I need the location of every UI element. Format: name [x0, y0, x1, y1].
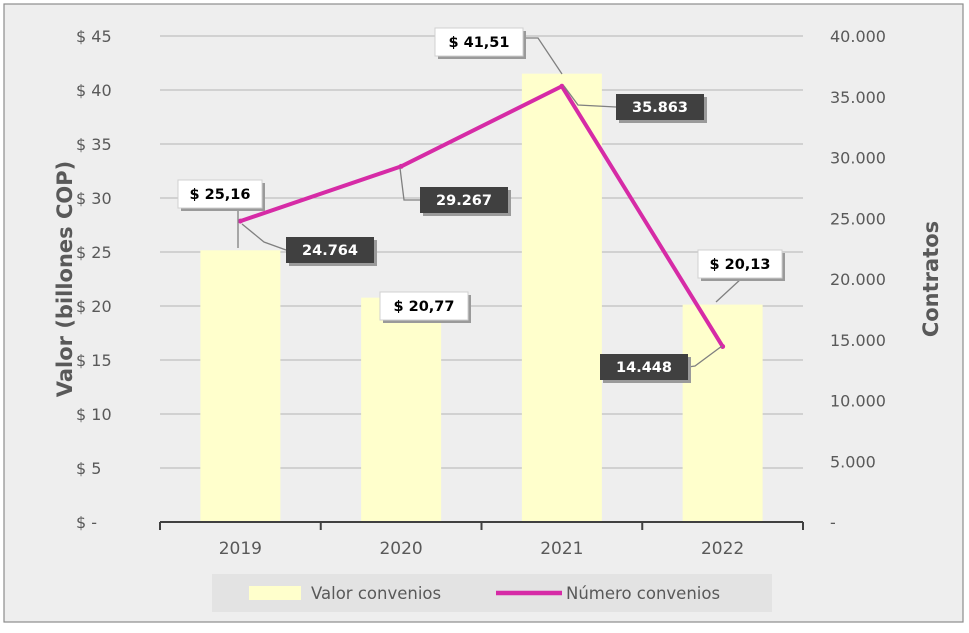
- x-tick-label: 2019: [219, 539, 262, 559]
- line-number-convenios: [238, 84, 725, 349]
- y-left-tick-label: $ 30: [76, 189, 112, 208]
- y-right-tick-label: 30.000: [830, 149, 886, 168]
- chart-background: [3, 3, 964, 623]
- bar-data-label: $ 20,77: [393, 299, 454, 315]
- x-tick-label: 2021: [540, 539, 583, 559]
- y-right-tick-label: 25.000: [830, 209, 886, 228]
- y-right-axis-title: Contratos: [919, 221, 943, 337]
- legend-label: Valor convenios: [311, 584, 441, 603]
- x-tick-label: 2020: [379, 539, 422, 559]
- y-left-tick-label: $ 5: [76, 459, 101, 478]
- legend-swatch-valor-convenios: [249, 586, 301, 600]
- y-right-tick-label: 10.000: [830, 392, 886, 411]
- y-left-tick-label: $ 40: [76, 81, 112, 100]
- axes: 2019 2020 2021 2022 $ - $ 5 $ 10 $ 15 $ 20 $ 25 $ …: [53, 27, 943, 559]
- y-left-tick-label: $ 10: [76, 405, 112, 424]
- line-label-box: [600, 354, 688, 380]
- line-data-label: 14.448: [616, 360, 672, 376]
- y-left-tick-label: $ 15: [76, 351, 112, 370]
- data-labels: $ 25,16 $ 20,77 $ 41,51 $ 20,13 24.764 29.267…: [177, 27, 785, 383]
- y-right-tick-label: 35.000: [830, 88, 886, 107]
- bar-2021: [521, 73, 602, 522]
- legend: Valor convenios Número convenios: [212, 574, 772, 612]
- y-left-tick-label: $ 20: [76, 297, 112, 316]
- bar-data-label: $ 25,16: [189, 187, 250, 203]
- y-right-tick-label: 15.000: [830, 331, 886, 350]
- bar-2019: [200, 250, 281, 522]
- y-left-axis-title: Valor (billones COP): [53, 161, 77, 397]
- bar-label-box: [434, 27, 524, 57]
- line-label-leader: [563, 85, 617, 108]
- y-left-tick-label: $ 25: [76, 243, 112, 262]
- line-point-2022: [720, 343, 726, 349]
- bar-data-label: $ 41,51: [448, 35, 509, 51]
- y-right-tick-label: -: [830, 513, 836, 532]
- line-label-box: [286, 237, 374, 263]
- line-data-label: 29.267: [436, 193, 492, 209]
- line-label-box: [616, 94, 704, 120]
- y-left-tick-label: $ 45: [76, 27, 112, 46]
- line-series: [237, 83, 726, 349]
- line-point-2021: [559, 83, 565, 89]
- bar-2020: [361, 297, 442, 522]
- label-leaders: [237, 37, 743, 368]
- line-data-label: 24.764: [302, 243, 358, 259]
- bar-label-leader: [715, 277, 743, 303]
- y-left-tick-label: $ -: [76, 513, 97, 532]
- bar-data-label: $ 20,13: [709, 257, 770, 273]
- x-tick-label: 2022: [701, 539, 744, 559]
- y-left-tick-label: $ 35: [76, 135, 112, 154]
- line-label-leader: [241, 223, 287, 251]
- y-right-tick-label: 5.000: [830, 452, 876, 471]
- bar-series: [200, 73, 763, 522]
- bar-2022: [682, 304, 763, 522]
- legend-box: [212, 574, 772, 612]
- line-label-box: [420, 187, 508, 213]
- line-point-2019: [237, 218, 243, 224]
- y-right-tick-label: 40.000: [830, 27, 886, 46]
- legend-label: Número convenios: [566, 584, 720, 603]
- bar-label-box: [379, 291, 469, 321]
- line-label-leader: [399, 167, 420, 201]
- line-data-label: 35.863: [632, 100, 688, 116]
- bar-label-leader: [523, 37, 563, 75]
- line-point-2020: [398, 163, 404, 169]
- bar-label-box: [697, 249, 783, 279]
- bar-label-box: [177, 179, 263, 209]
- y-right-tick-label: 20.000: [830, 270, 886, 289]
